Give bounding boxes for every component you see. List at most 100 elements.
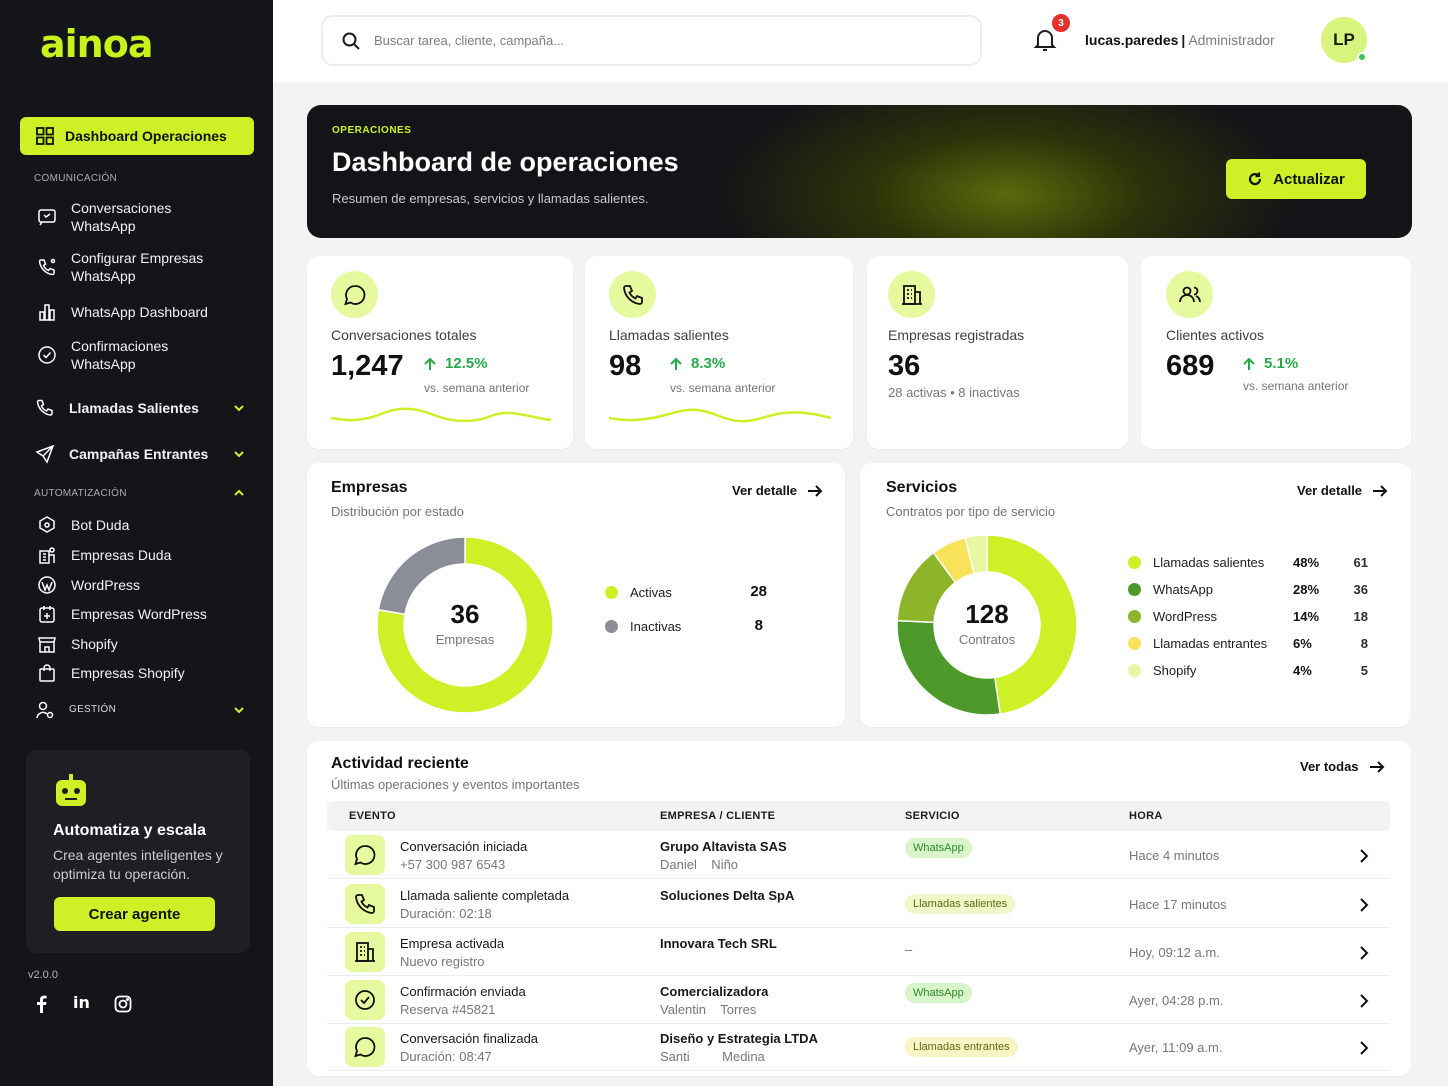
column-header: EVENTO (349, 810, 396, 822)
promo-card: Automatiza y escala Crea agentes intelig… (26, 750, 250, 953)
servicios-donut-chart (897, 535, 1077, 715)
nav-wordpress[interactable]: WordPress (36, 574, 140, 596)
phone-icon (34, 397, 56, 419)
table-row[interactable]: Llamada saliente completada Duración: 02… (327, 880, 1390, 928)
online-status-dot (1357, 52, 1367, 62)
chevron-right-icon[interactable] (1359, 1041, 1369, 1055)
company-name: Innovara Tech SRL (660, 936, 777, 951)
company-name: Soluciones Delta SpA (660, 888, 795, 903)
table-row[interactable]: Conversación finalizada Duración: 08:47 … (327, 1023, 1390, 1071)
donut-center: 36 Empresas (415, 599, 515, 647)
nav-bot-duda[interactable]: Bot Duda (36, 514, 129, 536)
legend-percent: 28% (1293, 582, 1320, 597)
panel-subtitle: Contratos por tipo de servicio (886, 504, 1056, 519)
nav-label: Bot Duda (71, 517, 130, 533)
notification-badge: 3 (1052, 14, 1070, 32)
table-row[interactable]: Conversación iniciada +57 300 987 6543 G… (327, 831, 1390, 879)
stat-value: 689 (1166, 350, 1215, 382)
legend-item: Inactivas (605, 619, 681, 634)
ver-detalle-link[interactable]: Ver detalle (1297, 483, 1388, 498)
legend-item: Shopify (1128, 663, 1196, 678)
chevron-right-icon[interactable] (1359, 946, 1369, 960)
legend-count: 5 (1360, 663, 1368, 678)
chevron-down-icon[interactable] (232, 401, 246, 415)
nav-empresas-duda[interactable]: Empresas Duda (36, 544, 171, 566)
table-row[interactable]: Confirmación enviada Reserva #45821 Come… (327, 976, 1390, 1024)
event-detail: Duración: 02:18 (400, 906, 492, 921)
event-title: Llamada saliente completada (400, 888, 570, 903)
legend-percent: 48% (1293, 555, 1320, 570)
phone-icon (345, 884, 385, 924)
crear-agente-button[interactable]: Crear agente (54, 897, 215, 931)
chat-icon (331, 271, 378, 318)
table-row[interactable]: Empresa activada Nuevo registro Innovara… (327, 928, 1390, 976)
nav-shopify[interactable]: Shopify (36, 633, 118, 655)
search-input[interactable] (374, 33, 934, 48)
event-detail: Nuevo registro (400, 954, 485, 969)
legend-label: Activas (630, 585, 672, 600)
phone-icon (609, 271, 656, 318)
nav-empresas-shopify[interactable]: Empresas Shopify (36, 662, 185, 684)
service-empty: – (905, 942, 913, 957)
arrow-right-icon (1373, 484, 1388, 497)
legend-dot (1128, 610, 1141, 623)
chevron-down-icon[interactable] (232, 703, 246, 717)
legend-item: WordPress (1128, 609, 1217, 624)
stat-trend: 12.5% (423, 355, 488, 372)
nav-campanas-entrantes[interactable]: Campañas Entrantes (34, 443, 208, 465)
linkedin-icon[interactable]: in (73, 993, 90, 1012)
donut-slice (964, 535, 988, 575)
promo-title: Automatiza y escala (53, 822, 206, 839)
stat-note: vs. semana anterior (1243, 379, 1349, 393)
stat-card-clientes: Clientes activos 689 5.1% vs. semana ant… (1141, 256, 1411, 449)
chevron-right-icon[interactable] (1359, 898, 1369, 912)
shopping-bag-icon (36, 662, 58, 684)
instagram-icon[interactable] (114, 995, 132, 1013)
brand-logo[interactable]: ainoa (40, 22, 153, 66)
user-info[interactable]: lucas.paredes | Administrador (1085, 32, 1275, 48)
nav-label: WhatsApp Dashboard (71, 304, 208, 320)
nav-gestion[interactable]: GESTIÓN (34, 699, 116, 721)
facebook-icon[interactable] (34, 995, 48, 1013)
chevron-right-icon[interactable] (1359, 849, 1369, 863)
building-icon (888, 271, 935, 318)
contact-name: Valentin Torres (660, 1002, 757, 1017)
trend-value: 8.3% (691, 355, 726, 372)
search-box[interactable] (321, 15, 982, 66)
legend-dot (1128, 664, 1141, 677)
stat-value: 98 (609, 350, 642, 382)
trend-value: 5.1% (1264, 355, 1299, 372)
nav-label: Confirmaciones (71, 338, 169, 354)
legend-count: 61 (1353, 555, 1368, 570)
actualizar-button[interactable]: Actualizar (1226, 159, 1366, 199)
ver-detalle-link[interactable]: Ver detalle (732, 483, 823, 498)
event-title: Confirmación enviada (400, 984, 526, 999)
nav-confirmaciones-whatsapp[interactable]: Confirmaciones WhatsApp (36, 337, 168, 373)
service-badge: Llamadas salientes (905, 894, 1016, 914)
chevron-up-icon[interactable] (232, 486, 246, 500)
donut-center-value: 36 (450, 599, 480, 629)
nav-whatsapp-dashboard[interactable]: WhatsApp Dashboard (36, 301, 208, 323)
nav-llamadas-salientes[interactable]: Llamadas Salientes (34, 397, 199, 419)
nav-label: Configurar Empresas (71, 250, 204, 266)
chevron-down-icon[interactable] (232, 447, 246, 461)
legend-dot (1128, 637, 1141, 650)
legend-label: Inactivas (630, 619, 682, 634)
nav-label: GESTIÓN (69, 704, 117, 715)
donut-center-label: Empresas (435, 632, 495, 647)
event-time: Hace 4 minutos (1129, 848, 1220, 863)
check-circle-icon (36, 344, 58, 366)
nav-dashboard-label: Dashboard Operaciones (65, 128, 227, 144)
nav-dashboard-operaciones[interactable]: Dashboard Operaciones (20, 117, 254, 155)
nav-conversaciones-whatsapp[interactable]: Conversaciones WhatsApp (36, 199, 171, 235)
hero-banner: OPERACIONES Dashboard de operaciones Res… (307, 105, 1412, 238)
chevron-right-icon[interactable] (1359, 994, 1369, 1008)
donut-slice (986, 535, 1077, 715)
event-title: Empresa activada (400, 936, 505, 951)
nav-empresas-wordpress[interactable]: Empresas WordPress (36, 603, 207, 625)
topbar: 3 lucas.paredes|Administrador LP (273, 0, 1448, 82)
nav-configurar-empresas[interactable]: Configurar Empresas WhatsApp (36, 249, 203, 285)
bell-icon[interactable] (1033, 27, 1057, 53)
ver-todas-link[interactable]: Ver todas (1300, 759, 1385, 774)
donut-center-label: Contratos (958, 632, 1016, 647)
